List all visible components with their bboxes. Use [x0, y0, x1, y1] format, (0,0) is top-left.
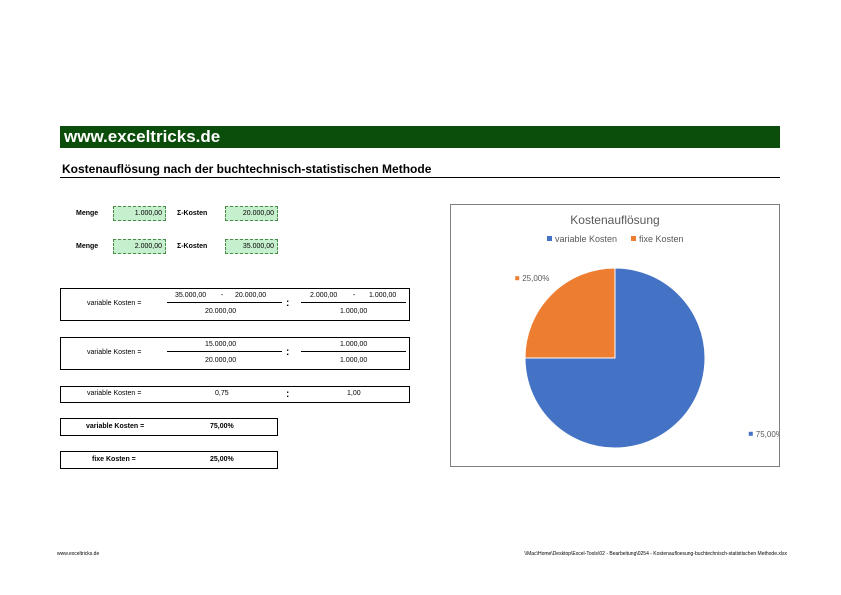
- pie-chart-svg: Kostenauflösung variable Kosten fixe Kost…: [515, 213, 783, 449]
- calc-box-2: variable Kosten = 15.000,00 20.000,00 : …: [60, 337, 410, 370]
- chart-legend: variable Kosten fixe Kosten: [547, 234, 684, 244]
- calc1-minus-1: -: [221, 292, 224, 299]
- menge-label-1: Menge: [76, 210, 99, 217]
- result-fixe-label: fixe Kosten =: [92, 456, 136, 463]
- calc1-minus-2: -: [353, 292, 356, 299]
- calc2-fraction-bar-right: [301, 351, 406, 352]
- menge-input-1[interactable]: 1.000,00: [113, 206, 166, 221]
- calc1-num-right-a: 2.000,00: [310, 292, 338, 299]
- calc1-num-right-b: 1.000,00: [369, 292, 397, 299]
- menge-label-2: Menge: [76, 243, 99, 250]
- calc1-divide: :: [286, 298, 290, 309]
- legend-label-1: fixe Kosten: [639, 234, 684, 244]
- result-variable-label: variable Kosten =: [86, 423, 145, 430]
- menge-input-2[interactable]: 2.000,00: [113, 239, 166, 254]
- footer-site: www.exceltricks.de: [57, 551, 100, 557]
- result-fixe-value: 25,00%: [210, 456, 234, 463]
- data-label-0: 75,00%: [756, 430, 779, 439]
- sum-kosten-input-1[interactable]: 20.000,00: [225, 206, 278, 221]
- result-variable-value: 75,00%: [210, 423, 234, 430]
- legend-swatch-0: [547, 236, 552, 241]
- calc3-divide: :: [286, 389, 290, 400]
- calc1-fraction-bar-left: [167, 302, 282, 303]
- pie-data-labels: 75,00% 25,00%: [515, 274, 783, 439]
- calc3-label: variable Kosten =: [87, 390, 142, 397]
- calc2-num-left: 15.000,00: [205, 341, 237, 348]
- calc3-left-value: 0,75: [215, 390, 229, 397]
- calc1-den-left: 20.000,00: [205, 308, 237, 315]
- calc2-den-left: 20.000,00: [205, 357, 237, 364]
- title-divider: [60, 177, 780, 178]
- result-variable-box: variable Kosten = 75,00%: [60, 418, 278, 436]
- result-fixe-box: fixe Kosten = 25,00%: [60, 451, 278, 469]
- pie-chart[interactable]: Kostenauflösung variable Kosten fixe Kost…: [450, 204, 783, 467]
- footer-file-path: \\Mac\Home\Desktop\Excel-Tools\02 - Bear…: [524, 551, 787, 557]
- sum-kosten-input-2[interactable]: 35.000,00: [225, 239, 278, 254]
- calc1-num-left-b: 20.000,00: [235, 292, 267, 299]
- calc2-num-right: 1.000,00: [340, 341, 368, 348]
- data-label-1: 25,00%: [522, 274, 549, 283]
- calc2-fraction-bar-left: [167, 351, 282, 352]
- pie-slices: [524, 267, 706, 449]
- sum-kosten-label-1: Σ-Kosten: [177, 210, 208, 217]
- data-label-swatch-1: [515, 276, 520, 281]
- pie-slice-1[interactable]: [524, 267, 616, 359]
- calc-box-3: variable Kosten = 0,75 : 1,00: [60, 386, 410, 403]
- data-label-swatch-0: [748, 431, 753, 436]
- page-title: Kostenauflösung nach der buchtechnisch-s…: [62, 162, 432, 176]
- calc1-fraction-bar-right: [301, 302, 406, 303]
- calc2-den-right: 1.000,00: [340, 357, 368, 364]
- site-banner: www.exceltricks.de: [60, 126, 780, 148]
- site-name: www.exceltricks.de: [64, 127, 221, 146]
- calc1-label: variable Kosten =: [87, 300, 142, 307]
- chart-title: Kostenauflösung: [570, 213, 659, 227]
- calc3-right-value: 1,00: [347, 390, 361, 397]
- legend-label-0: variable Kosten: [555, 234, 617, 244]
- calc2-divide: :: [286, 347, 290, 358]
- calc2-label: variable Kosten =: [87, 349, 142, 356]
- calc1-den-right: 1.000,00: [340, 308, 368, 315]
- sum-kosten-label-2: Σ-Kosten: [177, 243, 208, 250]
- calc-box-1: variable Kosten = 35.000,00 - 20.000,00 …: [60, 288, 410, 321]
- legend-swatch-1: [631, 236, 636, 241]
- calc1-num-left-a: 35.000,00: [175, 292, 207, 299]
